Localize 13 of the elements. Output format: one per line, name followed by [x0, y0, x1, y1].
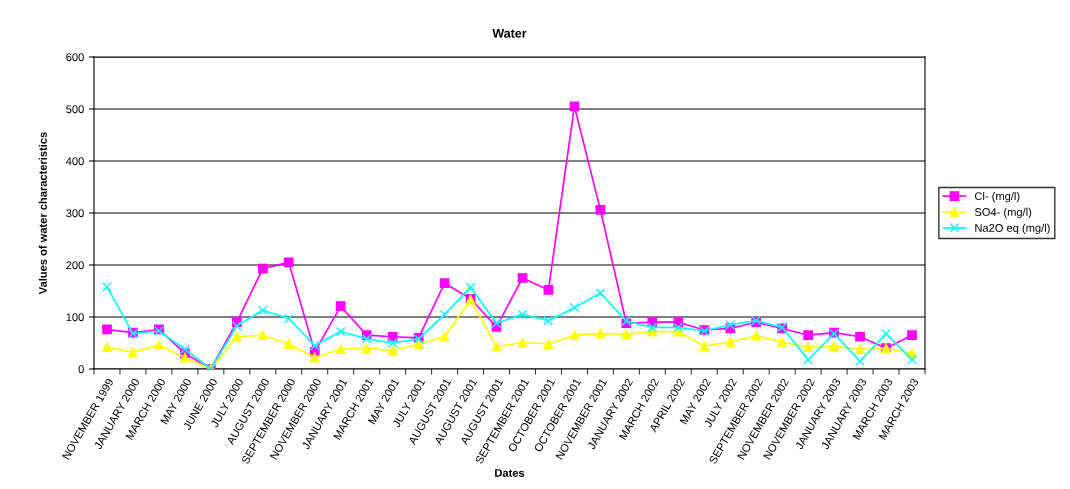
y-tick-label: 400 — [66, 157, 84, 166]
y-axis-title: Values of water characteristics — [38, 132, 47, 295]
x-axis-title: Dates — [495, 469, 525, 477]
y-tick-label: 100 — [66, 313, 84, 322]
legend-label: Na2O eq (mg/l) — [975, 223, 1050, 235]
legend-label: Cl- (mg/l) — [974, 191, 1020, 203]
y-tick-label: 600 — [66, 53, 84, 62]
y-tick-label: 0 — [78, 365, 84, 374]
y-tick-label: 200 — [66, 261, 84, 270]
y-tick-label: 300 — [66, 209, 84, 218]
y-tick-label: 500 — [66, 105, 84, 114]
chart-title: Water — [492, 28, 527, 38]
legend-label: SO4- (mg/l) — [974, 207, 1032, 219]
